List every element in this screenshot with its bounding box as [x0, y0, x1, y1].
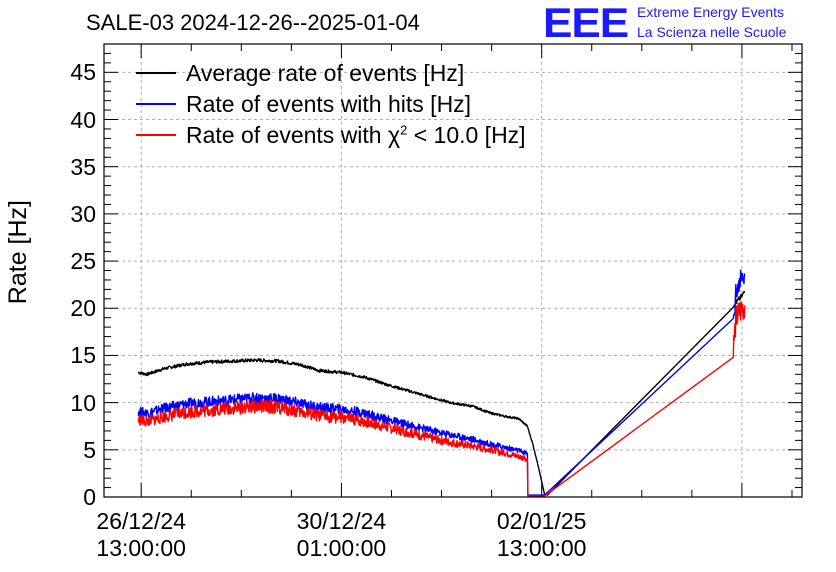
legend-label-chi2-main: Rate of events with χ — [186, 121, 401, 148]
plot-frame — [103, 43, 803, 498]
plot-border — [103, 43, 803, 498]
x-tick-time: 13:00:00 — [96, 535, 186, 561]
y-tick-label: 35 — [70, 153, 96, 180]
x-tick-time: 13:00:00 — [496, 535, 587, 561]
y-tick-label: 10 — [70, 389, 96, 416]
legend-label-chi2: Rate of events with χ2 < 10.0 [Hz] — [186, 122, 526, 149]
x-tick-time: 01:00:00 — [296, 535, 387, 561]
chart-title: SALE-03 2024-12-26--2025-01-04 — [86, 10, 420, 35]
legend-label-hits: Rate of events with hits [Hz] — [186, 90, 472, 117]
y-tick-label: 30 — [70, 200, 96, 227]
x-tick-date: 30/12/24 — [296, 508, 387, 534]
y-tick-label: 40 — [70, 106, 96, 133]
series-group — [137, 269, 746, 497]
series-line-0 — [137, 290, 746, 496]
y-tick-label: 15 — [70, 342, 96, 369]
x-tick-date: 02/01/25 — [496, 508, 587, 534]
x-tick-label: 26/12/24 13:00:00 — [71, 508, 211, 562]
legend-entry-average: Average rate of events [Hz] — [136, 58, 464, 88]
eee-logo: EEE — [543, 0, 629, 46]
y-tick-label: 45 — [70, 59, 96, 86]
x-tick-date: 26/12/24 — [96, 508, 186, 534]
y-tick-label: 0 — [83, 484, 96, 510]
series-line-2 — [137, 301, 746, 497]
legend-label-chi2-rest: < 10.0 [Hz] — [407, 121, 526, 148]
logo-text-line1: Extreme Energy Events — [637, 4, 785, 20]
legend-label-chi2-sup: 2 — [400, 121, 408, 137]
series-line-1 — [137, 269, 746, 496]
x-tick-label: 30/12/24 01:00:00 — [271, 508, 411, 562]
y-tick-label: 25 — [70, 248, 96, 275]
y-axis-label: Rate [Hz] — [4, 200, 32, 305]
y-tick-label: 20 — [70, 295, 96, 322]
legend-swatch-chi2 — [136, 134, 176, 136]
y-tick-label: 5 — [83, 436, 96, 463]
x-tick-label: 02/01/25 13:00:00 — [472, 508, 612, 562]
logo-text-line2: La Scienza nelle Scuole — [637, 24, 787, 40]
legend-entry-hits: Rate of events with hits [Hz] — [136, 89, 471, 119]
legend-entry-chi2: Rate of events with χ2 < 10.0 [Hz] — [136, 120, 526, 150]
legend-label-average: Average rate of events [Hz] — [186, 59, 465, 86]
legend-swatch-average — [136, 72, 176, 74]
legend-swatch-hits — [136, 103, 176, 105]
